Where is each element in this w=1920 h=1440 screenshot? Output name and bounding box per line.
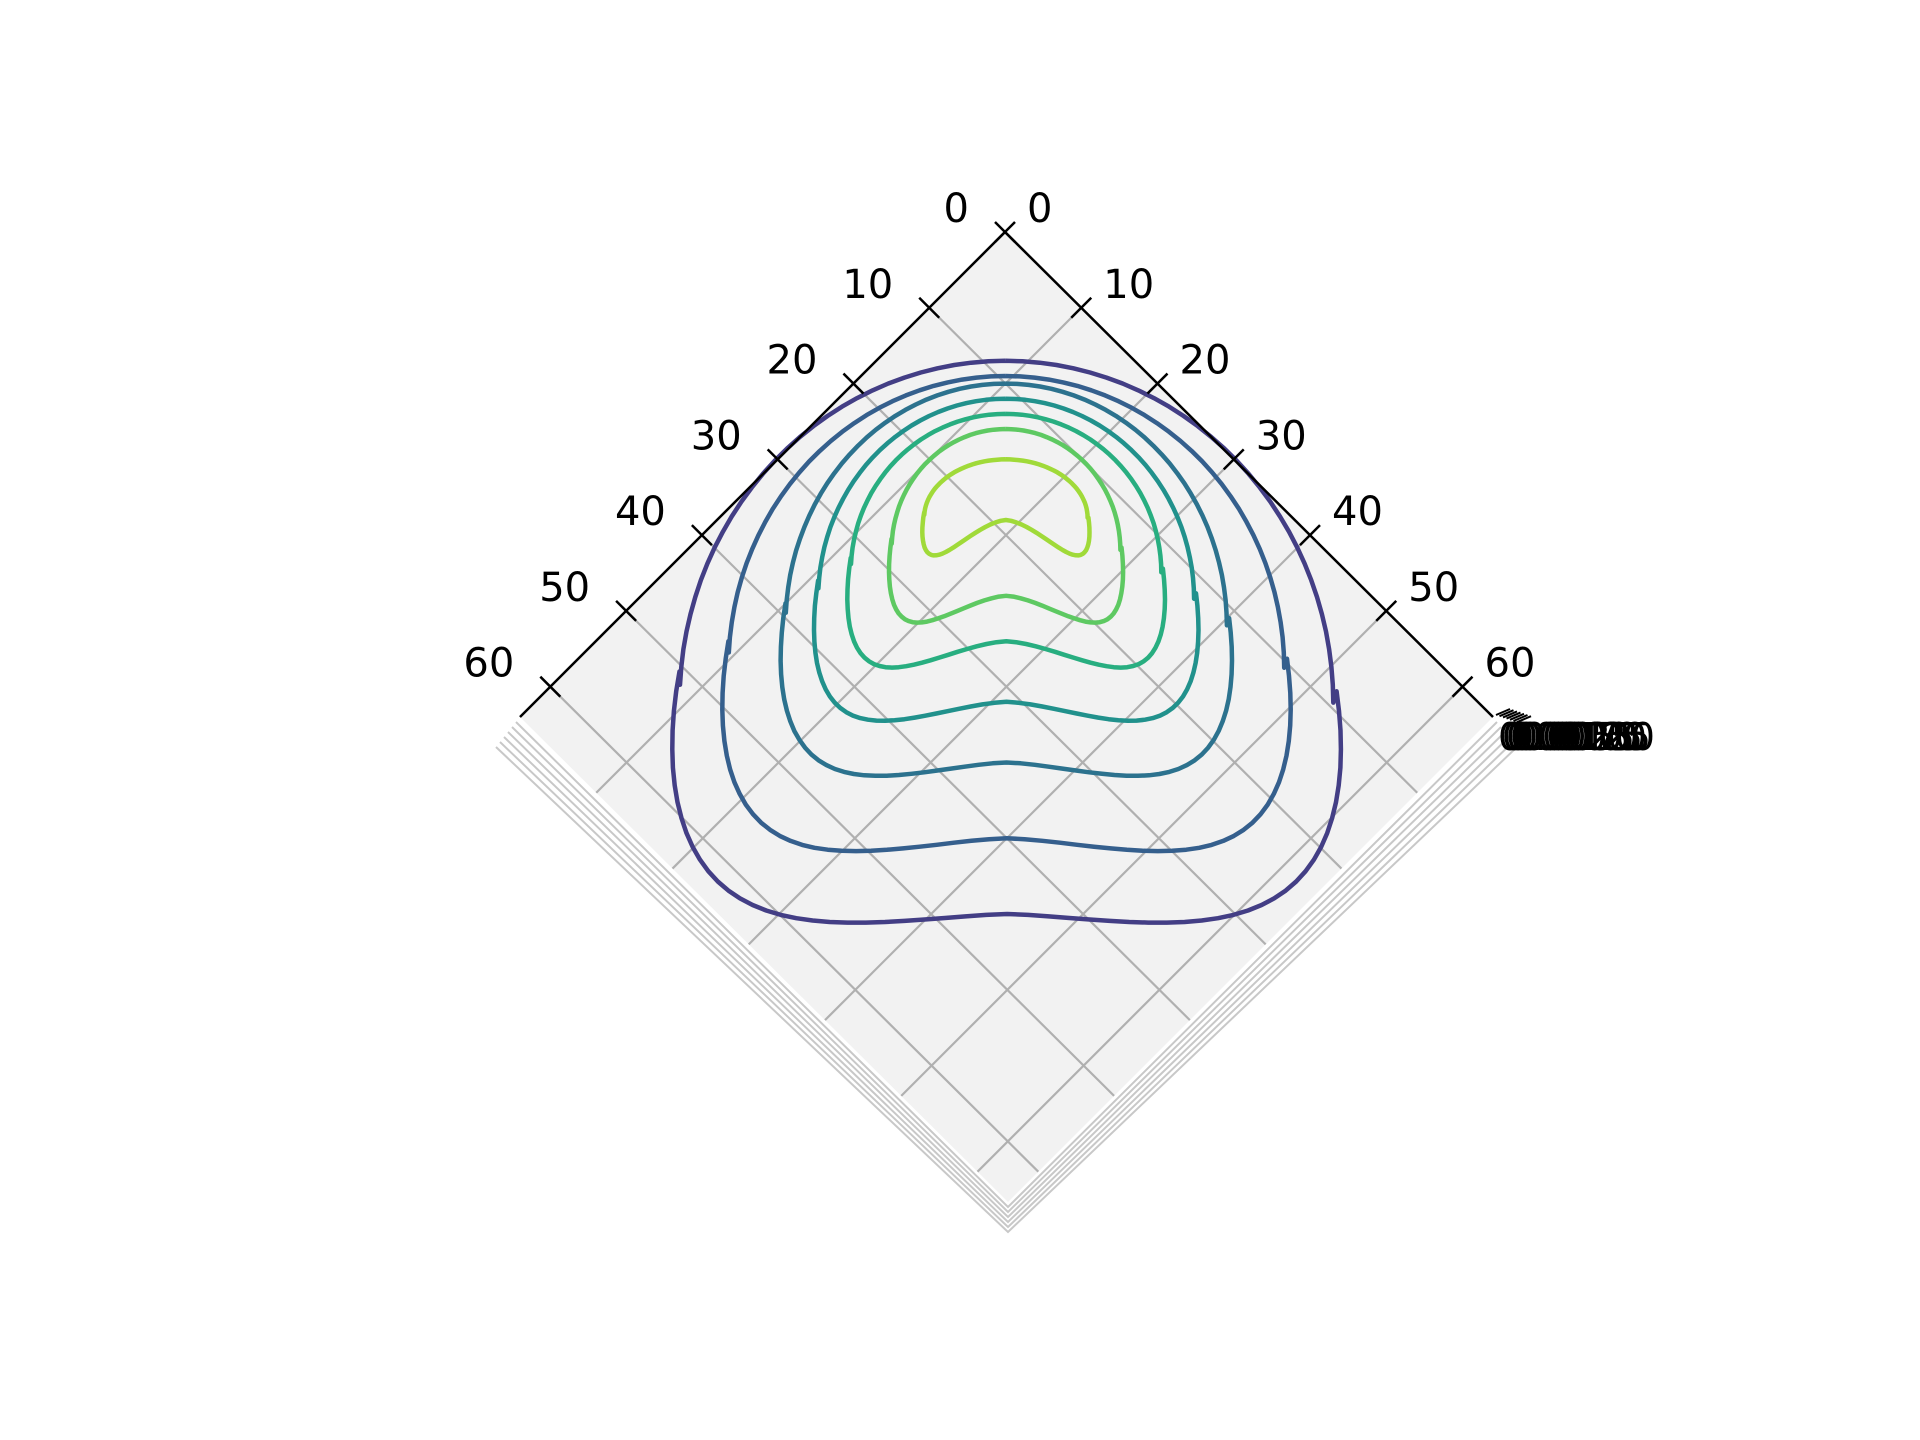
right-axis-tick bbox=[994, 221, 1016, 243]
axes bbox=[519, 221, 1532, 724]
z-axis-tick bbox=[1516, 715, 1532, 724]
z-axis-tick-label: 0.0000 bbox=[1498, 715, 1631, 759]
left-axis-tick-label: 0 bbox=[944, 186, 969, 232]
left-axis-tick bbox=[690, 524, 713, 547]
right-axis-tick-label: 30 bbox=[1256, 413, 1307, 459]
right-axis-tick-label: 50 bbox=[1408, 565, 1459, 611]
z-axis-tick bbox=[1495, 708, 1511, 716]
floor-edge-layer bbox=[511, 726, 1502, 1214]
left-axis-tick bbox=[918, 296, 941, 319]
gridline-right-20 bbox=[671, 382, 1159, 870]
z-axis-tick-label: 0.0125 bbox=[1518, 715, 1651, 759]
left-axis-tick bbox=[766, 448, 789, 471]
z-axis-tick-label: 0.0100 bbox=[1514, 715, 1647, 759]
contour-level-3 bbox=[778, 381, 1235, 779]
left-axis-tick-label: 10 bbox=[842, 262, 893, 308]
right-axis-tick-label: 40 bbox=[1332, 489, 1383, 535]
z-axis-tick-label: 0.0025 bbox=[1502, 715, 1635, 759]
right-axis-tick bbox=[1222, 448, 1245, 471]
right-axis-tick-label: 20 bbox=[1180, 338, 1231, 384]
right-axis-tick-label: 60 bbox=[1485, 641, 1536, 687]
left-axis-tick-label: 20 bbox=[767, 338, 818, 384]
floor-edge-layers bbox=[495, 721, 1518, 1234]
z-axis-tick-label: 0.0150 bbox=[1522, 715, 1655, 759]
tick-labels: 0 10 20 30 40 50 60 0 10 20 30 40 50 60 bbox=[463, 186, 1535, 687]
z-axis-tick bbox=[1502, 710, 1518, 719]
contour-lines bbox=[670, 358, 1344, 925]
floor-edge-layer bbox=[499, 741, 1514, 1229]
right-axis-tick-label: 0 bbox=[1027, 186, 1052, 232]
left-axis-tick-label: 50 bbox=[539, 565, 590, 611]
contour-level-5 bbox=[845, 411, 1168, 670]
floor-edge-layer bbox=[515, 721, 1498, 1209]
left-axis-line bbox=[519, 231, 1006, 718]
z-axis-tick bbox=[1506, 711, 1521, 720]
left-axis-tick-label: 30 bbox=[691, 413, 742, 459]
floor-edge-layer bbox=[507, 731, 1506, 1219]
contour-level-4 bbox=[811, 396, 1201, 723]
right-axis-tick bbox=[1299, 524, 1321, 547]
right-axis-tick bbox=[1070, 296, 1093, 319]
right-axis-tick-label: 10 bbox=[1103, 262, 1154, 308]
right-axis-tick bbox=[1146, 372, 1169, 395]
gridline-right-10 bbox=[595, 307, 1083, 794]
contour-level-2 bbox=[720, 373, 1293, 854]
z-axis-tick bbox=[1513, 714, 1528, 722]
gridline-right-60 bbox=[976, 685, 1464, 1173]
z-axis-tick-labels: 0.00000.00250.00500.00750.01000.01250.01… bbox=[1498, 715, 1655, 759]
right-axis-tick bbox=[1375, 600, 1398, 622]
z-axis-tick bbox=[1499, 709, 1514, 718]
gridline-left-20 bbox=[852, 382, 1343, 870]
left-axis-tick-label: 60 bbox=[463, 641, 514, 687]
right-axis-tick bbox=[1451, 675, 1474, 698]
z-axis-tick-label: 0.0075 bbox=[1510, 715, 1643, 759]
left-axis-tick bbox=[615, 600, 637, 622]
right-axis-line bbox=[1004, 231, 1494, 718]
contour-level-6 bbox=[886, 426, 1126, 625]
gridline-left-10 bbox=[928, 307, 1418, 794]
gridline-left-60 bbox=[549, 685, 1040, 1173]
left-axis-tick-label: 40 bbox=[615, 489, 666, 535]
floor-edge-layer bbox=[503, 736, 1510, 1224]
left-axis-tick bbox=[842, 372, 865, 395]
left-axis-tick bbox=[539, 675, 562, 698]
z-axis-tick bbox=[1509, 712, 1525, 721]
gridline-right-50 bbox=[900, 610, 1388, 1097]
contour-level-7 bbox=[920, 457, 1092, 558]
z-axis-tick-label: 0.0050 bbox=[1506, 715, 1639, 759]
floor-edge-layer bbox=[495, 746, 1518, 1234]
contour-level-1 bbox=[670, 358, 1344, 925]
gridline-left-50 bbox=[625, 610, 1115, 1097]
